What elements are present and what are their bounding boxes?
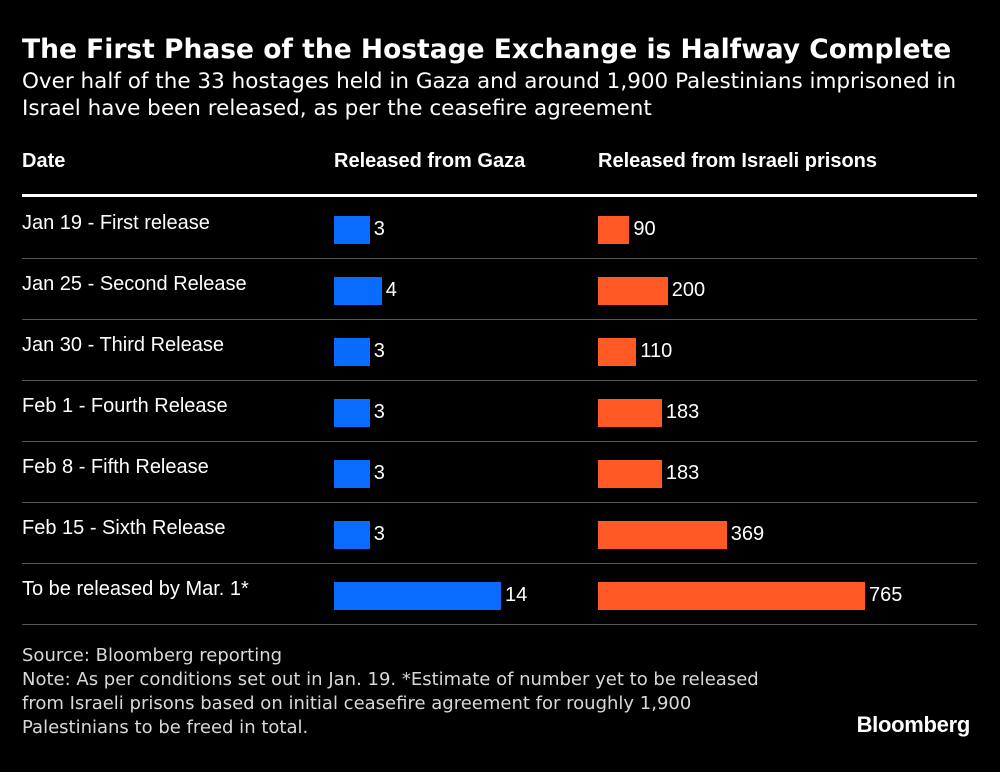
gaza-value-label: 14: [505, 583, 528, 606]
israel-value-label: 110: [640, 339, 673, 362]
gaza-value-label: 3: [373, 217, 385, 240]
row-divider: [22, 319, 977, 320]
row-label: Feb 15 - Sixth Release: [22, 516, 226, 539]
row-divider: [22, 441, 977, 442]
israel-value-label: 90: [633, 217, 656, 240]
bloomberg-logo: Bloomberg: [856, 712, 971, 737]
column-header-israel: Released from Israeli prisons: [598, 150, 878, 172]
chart-title: The First Phase of the Hostage Exchange …: [22, 34, 952, 65]
column-header-gaza: Released from Gaza: [334, 150, 526, 172]
israel-value-label: 369: [730, 522, 765, 545]
row-divider: [22, 624, 977, 625]
row-label: To be released by Mar. 1*: [22, 577, 249, 600]
row-label: Jan 19 - First release: [22, 211, 210, 234]
israel-bar: [598, 337, 637, 366]
gaza-bar: [334, 337, 370, 366]
gaza-bar: [334, 215, 370, 244]
israel-bar: [598, 520, 727, 549]
israel-bar: [598, 459, 662, 488]
israel-bar: [598, 398, 662, 427]
footnote: Note: As per conditions set out in Jan. …: [22, 669, 759, 738]
israel-bar: [598, 276, 668, 305]
gaza-bar: [334, 520, 370, 549]
source-note: Source: Bloomberg reporting: [22, 645, 283, 666]
gaza-bar: [334, 581, 501, 610]
row-divider: [22, 563, 977, 564]
israel-bar: [598, 581, 865, 610]
row-label: Jan 30 - Third Release: [22, 333, 224, 356]
chart-subtitle: Over half of the 33 hostages held in Gaz…: [22, 69, 957, 121]
israel-bar: [598, 215, 630, 244]
gaza-value-label: 3: [373, 522, 385, 545]
gaza-bar: [334, 276, 382, 305]
israel-value-label: 200: [671, 278, 706, 301]
column-header-date: Date: [22, 150, 66, 172]
row-divider: [22, 502, 977, 503]
row-divider: [22, 258, 977, 259]
header-rule: [22, 194, 977, 197]
israel-value-label: 183: [665, 400, 700, 423]
israel-value-label: 183: [665, 461, 700, 484]
row-label: Feb 8 - Fifth Release: [22, 455, 209, 478]
gaza-value-label: 3: [373, 339, 385, 362]
row-label: Jan 25 - Second Release: [22, 272, 247, 295]
gaza-value-label: 4: [385, 278, 397, 301]
israel-value-label: 765: [869, 583, 903, 606]
gaza-bar: [334, 398, 370, 427]
gaza-bar: [334, 459, 370, 488]
gaza-value-label: 3: [373, 461, 385, 484]
row-label: Feb 1 - Fourth Release: [22, 394, 228, 417]
gaza-value-label: 3: [373, 400, 385, 423]
row-divider: [22, 380, 977, 381]
